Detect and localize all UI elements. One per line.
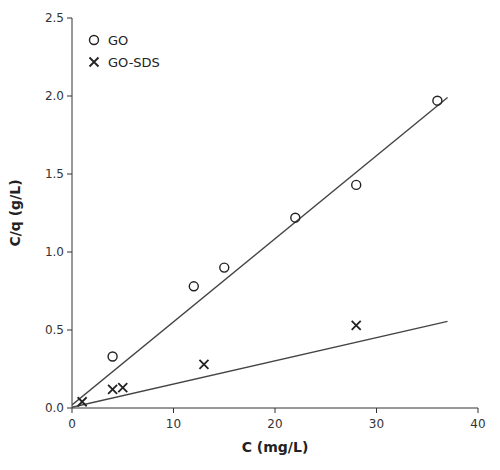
axes: 0 10 20 30 40 0.0 0.5 1.0 1.5 2.0 2.5 [45,11,486,431]
x-tick [275,408,276,413]
data-point [118,383,127,392]
legend-label: GO [108,33,128,48]
scatter-series [108,96,442,361]
x-tick [478,408,479,413]
data-point [199,360,208,369]
data-point [433,96,442,105]
data-point [108,352,117,361]
legend-marker [90,36,99,45]
data-point [291,213,300,222]
fit-line [72,98,448,405]
y-tick-label: 2.5 [45,11,64,25]
y-tick-label: 1.0 [45,245,64,259]
legend: GO GO-SDS [90,33,160,70]
y-tick-label: 0.5 [45,323,64,337]
x-tick-label: 40 [470,417,485,431]
x-tick-label: 20 [267,417,282,431]
fit-line [72,321,448,407]
x-tick [72,408,73,413]
y-axis-line [72,18,73,408]
x-axis-label: C (mg/L) [242,439,309,455]
y-tick [67,408,72,409]
plot-area [72,96,448,407]
y-tick-label: 0.0 [45,401,64,415]
data-point [220,263,229,272]
x-tick-label: 0 [68,417,76,431]
x-tick [173,408,174,413]
y-tick [67,18,72,19]
x-tick-label: 30 [369,417,384,431]
data-point [189,282,198,291]
y-tick [67,330,72,331]
data-point [352,180,361,189]
chart: 0 10 20 30 40 0.0 0.5 1.0 1.5 2.0 2.5 C (mg/L) C/q (… [0,0,500,470]
data-point [352,321,361,330]
data-point [108,385,117,394]
data-point [78,397,87,406]
y-tick [67,174,72,175]
y-tick [67,252,72,253]
legend-marker [90,58,99,67]
x-tick [376,408,377,413]
y-axis-label: C/q (g/L) [7,179,23,246]
y-tick [67,96,72,97]
legend-label: GO-SDS [108,55,160,70]
y-tick-label: 2.0 [45,89,64,103]
y-tick-label: 1.5 [45,167,64,181]
scatter-series [78,321,361,406]
x-tick-label: 10 [166,417,181,431]
